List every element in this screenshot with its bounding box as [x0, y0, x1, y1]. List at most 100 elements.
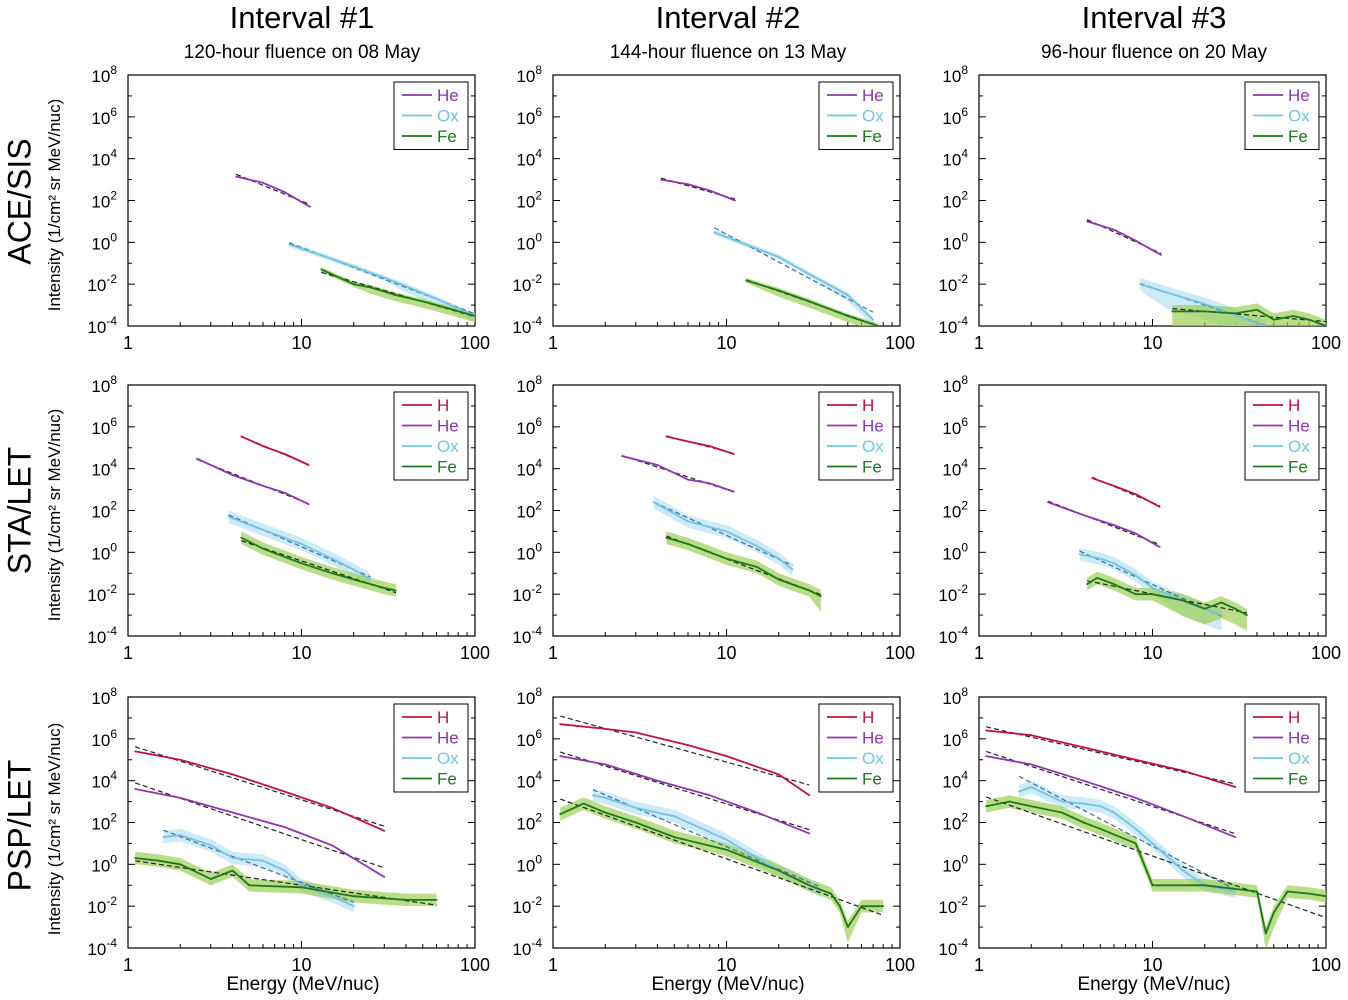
data-point-h [1234, 786, 1237, 788]
data-point-ox [791, 568, 794, 571]
x-tick-label: 1 [123, 643, 133, 663]
data-point-he [383, 876, 386, 878]
data-point-ox [231, 857, 234, 859]
data-point-fe [474, 315, 475, 317]
data-point-he [734, 199, 736, 202]
y-tick-base: 10 [942, 151, 961, 170]
y-tick-label: 10-2 [938, 582, 968, 605]
y-tick-exponent: 2 [110, 499, 117, 513]
data-point-fe [1325, 895, 1326, 898]
data-point-he [1134, 797, 1137, 799]
x-tick-label: 10 [1142, 333, 1162, 353]
data-point-he [756, 811, 758, 814]
y-tick-exponent: 0 [535, 852, 542, 866]
y-tick-label: 108 [516, 63, 542, 86]
y-tick-base: 10 [91, 856, 110, 875]
y-tick-base: 10 [87, 898, 106, 917]
data-point-fe [725, 557, 728, 560]
y-tick-exponent: -2 [957, 582, 968, 596]
y-tick-base: 10 [516, 503, 535, 522]
data-point-ox [209, 844, 212, 847]
data-point-h [985, 729, 988, 732]
y-tick-label: 10-2 [87, 582, 117, 605]
y-tick-exponent: 8 [535, 685, 542, 699]
data-point-he [1234, 836, 1237, 839]
y-tick-base: 10 [516, 689, 535, 708]
data-point-ox [369, 578, 372, 581]
y-tick-exponent: 2 [535, 811, 542, 825]
y-tick-base: 10 [512, 628, 531, 647]
legend-label-he: He [1288, 729, 1310, 748]
data-point-ox [1134, 827, 1137, 830]
data-point-ox [331, 557, 333, 560]
legend-label-he: He [437, 729, 459, 748]
data-point-ox [300, 543, 303, 545]
series-band-fe [986, 795, 1326, 948]
data-point-fe [846, 926, 849, 928]
y-tick-exponent: 0 [961, 540, 968, 554]
column-subtitle-1: 120-hour fluence on 08 May [183, 42, 421, 63]
y-tick-label: 10-4 [512, 936, 542, 959]
data-point-ox [846, 294, 849, 297]
data-point-fe [447, 307, 450, 310]
y-tick-label: 100 [516, 852, 542, 875]
x-tick-label: 100 [885, 955, 915, 975]
data-point-ox [777, 557, 780, 560]
data-point-he [283, 491, 286, 494]
data-point-ox [592, 794, 594, 797]
legend-box [393, 703, 469, 793]
series-line-h [1091, 477, 1161, 508]
data-point-he [687, 183, 689, 186]
data-point-ox [1099, 805, 1102, 808]
y-tick-exponent: 4 [110, 457, 117, 471]
y-tick-exponent: 2 [535, 189, 542, 203]
y-tick-label: 10-2 [512, 272, 542, 295]
legend-box [393, 391, 469, 481]
y-tick-label: 108 [942, 685, 968, 708]
y-tick-base: 10 [942, 773, 961, 792]
y-tick-base: 10 [942, 419, 961, 438]
data-point-fe [559, 813, 562, 816]
x-tick-label: 100 [1311, 955, 1341, 975]
data-point-he [985, 755, 988, 757]
data-point-fe [687, 543, 689, 545]
data-point-he [808, 832, 811, 835]
data-point-fe [300, 886, 303, 889]
series-line-fe [559, 802, 884, 928]
data-point-he [708, 482, 711, 485]
x-axis-label-col-3: Energy (MeV/nuc) [1077, 974, 1231, 995]
data-point-he [196, 457, 198, 460]
data-point-fe [808, 589, 811, 592]
data-point-fe [1292, 315, 1295, 317]
legend-label-fe: Fe [1288, 458, 1308, 477]
data-point-he [307, 503, 310, 506]
data-point-fe [1182, 599, 1184, 602]
data-point-h [725, 755, 728, 757]
series-line-h [560, 723, 810, 797]
data-point-ox [1151, 586, 1154, 589]
legend-label-ox: Ox [437, 749, 459, 768]
data-point-fe [262, 547, 264, 550]
y-tick-label: 106 [942, 105, 968, 128]
legend-label-ox: Ox [437, 437, 459, 456]
data-point-ox [300, 884, 303, 887]
data-point-fe [1272, 318, 1275, 321]
data-point-ox [1113, 811, 1115, 814]
y-tick-exponent: 4 [110, 147, 117, 161]
y-tick-base: 10 [91, 377, 110, 396]
y-tick-exponent: 6 [535, 415, 542, 429]
x-tick-label: 10 [1142, 955, 1162, 975]
series-line-ox [713, 231, 874, 321]
data-point-h [1082, 746, 1085, 749]
y-tick-exponent: 6 [110, 105, 117, 119]
data-point-fe [745, 279, 748, 282]
data-point-fe [209, 878, 212, 880]
legend-label-he: He [437, 86, 459, 105]
y-tick-base: 10 [942, 731, 961, 750]
data-point-fe [1203, 607, 1206, 610]
data-point-fe [1256, 890, 1258, 893]
